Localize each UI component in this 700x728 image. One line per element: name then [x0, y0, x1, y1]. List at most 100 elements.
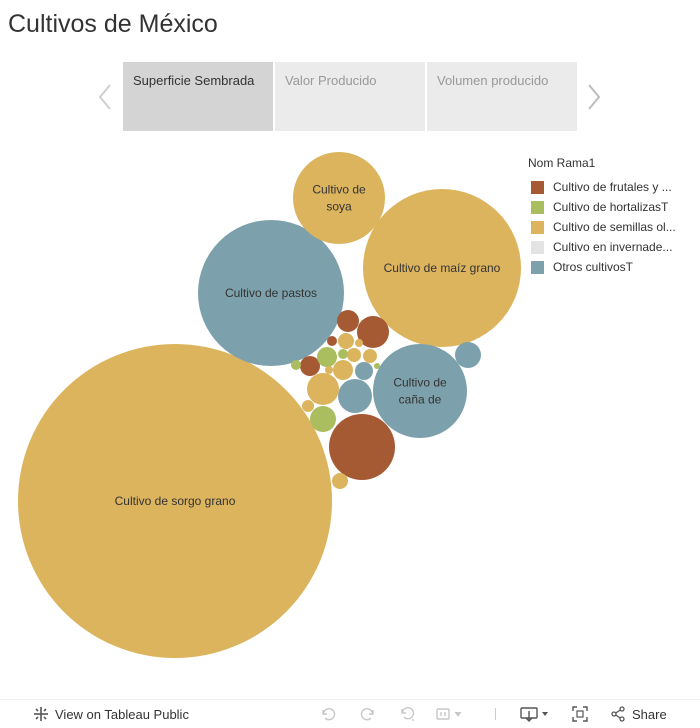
legend-item-otros[interactable]: Otros cultivosT: [528, 257, 688, 277]
redo-button[interactable]: [360, 700, 376, 728]
bubble-circle[interactable]: [302, 400, 314, 412]
bubble-frutales-5[interactable]: [327, 336, 337, 346]
bubble-circle[interactable]: [333, 360, 353, 380]
bubble-otros-1[interactable]: [338, 379, 372, 413]
revert-icon: [401, 707, 415, 721]
bubble-circle[interactable]: [338, 349, 348, 359]
bubble-circle[interactable]: [363, 349, 377, 363]
previous-tab-arrow[interactable]: [95, 80, 115, 114]
share-button[interactable]: Share: [610, 700, 667, 728]
bubble-hortalizas-1[interactable]: [310, 406, 336, 432]
bubble-circle[interactable]: [355, 339, 363, 347]
bubble-circle[interactable]: [338, 333, 354, 349]
revert-button[interactable]: [400, 700, 416, 728]
bubble-circle[interactable]: [337, 310, 359, 332]
bubble-circle[interactable]: [363, 189, 521, 347]
bubble-circle[interactable]: [357, 316, 389, 348]
bubble-label: soya: [326, 200, 352, 214]
fullscreen-button[interactable]: [572, 700, 588, 728]
legend-swatch: [531, 180, 544, 194]
bubble-circle[interactable]: [317, 347, 337, 367]
bubble-pastos[interactable]: Cultivo de pastos: [198, 220, 344, 366]
bubble-circle[interactable]: [307, 373, 339, 405]
bubble-semillas-6[interactable]: [347, 348, 361, 362]
bubble-hortalizas-4[interactable]: [291, 360, 301, 370]
legend-label: Cultivo de hortalizasT: [553, 200, 669, 214]
bubble-circle[interactable]: [332, 473, 348, 489]
bubble-semillas-4[interactable]: [332, 473, 348, 489]
view-link-label: View on Tableau Public: [55, 706, 189, 722]
bubble-chart: Cultivo de sorgo grano Cultivo de maíz gr…: [18, 152, 521, 658]
bubble-label: Cultivo de: [393, 376, 447, 390]
bubble-label: caña de: [399, 393, 442, 407]
bubble-frutales-3[interactable]: [337, 310, 359, 332]
toolbar-separator: [495, 708, 496, 720]
legend-swatch: [531, 240, 544, 254]
bubble-circle[interactable]: [347, 348, 361, 362]
bubble-circle[interactable]: [300, 356, 320, 376]
view-on-tableau-link[interactable]: View on Tableau Public: [33, 700, 189, 728]
bubble-circle[interactable]: [374, 363, 380, 369]
redo-icon: [360, 708, 374, 721]
tab-valor-producido[interactable]: Valor Producido: [275, 62, 425, 131]
tableau-logo-icon: [34, 707, 48, 721]
bubble-label: Cultivo de sorgo grano: [115, 494, 236, 508]
bubble-circle[interactable]: [310, 406, 336, 432]
legend-swatch: [531, 220, 544, 234]
bubble-frutales-1[interactable]: [329, 414, 395, 480]
bubble-soya[interactable]: Cultivo de soya: [293, 152, 385, 244]
bubble-semillas-8[interactable]: [355, 339, 363, 347]
bubble-maiz-grano[interactable]: Cultivo de maíz grano: [363, 189, 521, 347]
legend-swatch: [531, 200, 544, 214]
share-icon: [611, 706, 625, 722]
bubble-semillas-1[interactable]: [307, 373, 339, 405]
bubble-label: Cultivo de pastos: [225, 286, 317, 300]
next-tab-arrow[interactable]: [584, 80, 604, 114]
toolbar-footer: View on Tableau Public Share: [0, 699, 700, 728]
bubble-circle[interactable]: [338, 379, 372, 413]
bubble-circle[interactable]: [355, 362, 373, 380]
bubble-semillas-2[interactable]: [333, 360, 353, 380]
pause-updates-button[interactable]: [436, 700, 462, 728]
bubble-cana[interactable]: Cultivo de caña de: [373, 344, 467, 438]
chevron-left-icon: [98, 84, 111, 110]
fullscreen-icon: [572, 706, 588, 722]
bubble-semillas-9[interactable]: [325, 366, 333, 374]
bubble-circle[interactable]: [18, 344, 332, 658]
bubble-circle[interactable]: [327, 336, 337, 346]
tab-superficie-sembrada[interactable]: Superficie Sembrada: [123, 62, 273, 131]
undo-icon: [322, 708, 336, 721]
legend-label: Cultivo en invernade...: [553, 240, 673, 254]
bubble-circle[interactable]: [293, 152, 385, 244]
bubble-frutales-2[interactable]: [357, 316, 389, 348]
download-icon: [520, 707, 548, 722]
legend-swatch: [531, 260, 544, 274]
bubble-hortalizas-5[interactable]: [374, 363, 380, 369]
bubble-semillas-7[interactable]: [302, 400, 314, 412]
bubble-circle[interactable]: [455, 342, 481, 368]
legend-item-frutales[interactable]: Cultivo de frutales y ...: [528, 177, 688, 197]
bubble-circle[interactable]: [291, 360, 301, 370]
legend-label: Otros cultivosT: [553, 260, 634, 274]
pause-dropdown-icon: [436, 708, 462, 720]
undo-button[interactable]: [320, 700, 336, 728]
bubble-sorgo-grano[interactable]: Cultivo de sorgo grano: [18, 344, 332, 658]
bubble-otros-3[interactable]: [355, 362, 373, 380]
tab-volumen-producido[interactable]: Volumen producido: [427, 62, 577, 131]
bubble-hortalizas-3[interactable]: [338, 349, 348, 359]
bubble-circle[interactable]: [373, 344, 467, 438]
bubble-circle[interactable]: [329, 414, 395, 480]
legend-label: Cultivo de semillas ol...: [553, 220, 676, 234]
legend-item-invernadero[interactable]: Cultivo en invernade...: [528, 237, 688, 257]
page-title: Cultivos de México: [8, 10, 218, 38]
bubble-circle[interactable]: [198, 220, 344, 366]
bubble-semillas-3[interactable]: [338, 333, 354, 349]
legend-item-hortalizas[interactable]: Cultivo de hortalizasT: [528, 197, 688, 217]
download-button[interactable]: [520, 700, 550, 728]
bubble-circle[interactable]: [325, 366, 333, 374]
bubble-semillas-5[interactable]: [363, 349, 377, 363]
legend-item-semillas[interactable]: Cultivo de semillas ol...: [528, 217, 688, 237]
bubble-hortalizas-2[interactable]: [317, 347, 337, 367]
bubble-frutales-4[interactable]: [300, 356, 320, 376]
bubble-otros-2[interactable]: [455, 342, 481, 368]
